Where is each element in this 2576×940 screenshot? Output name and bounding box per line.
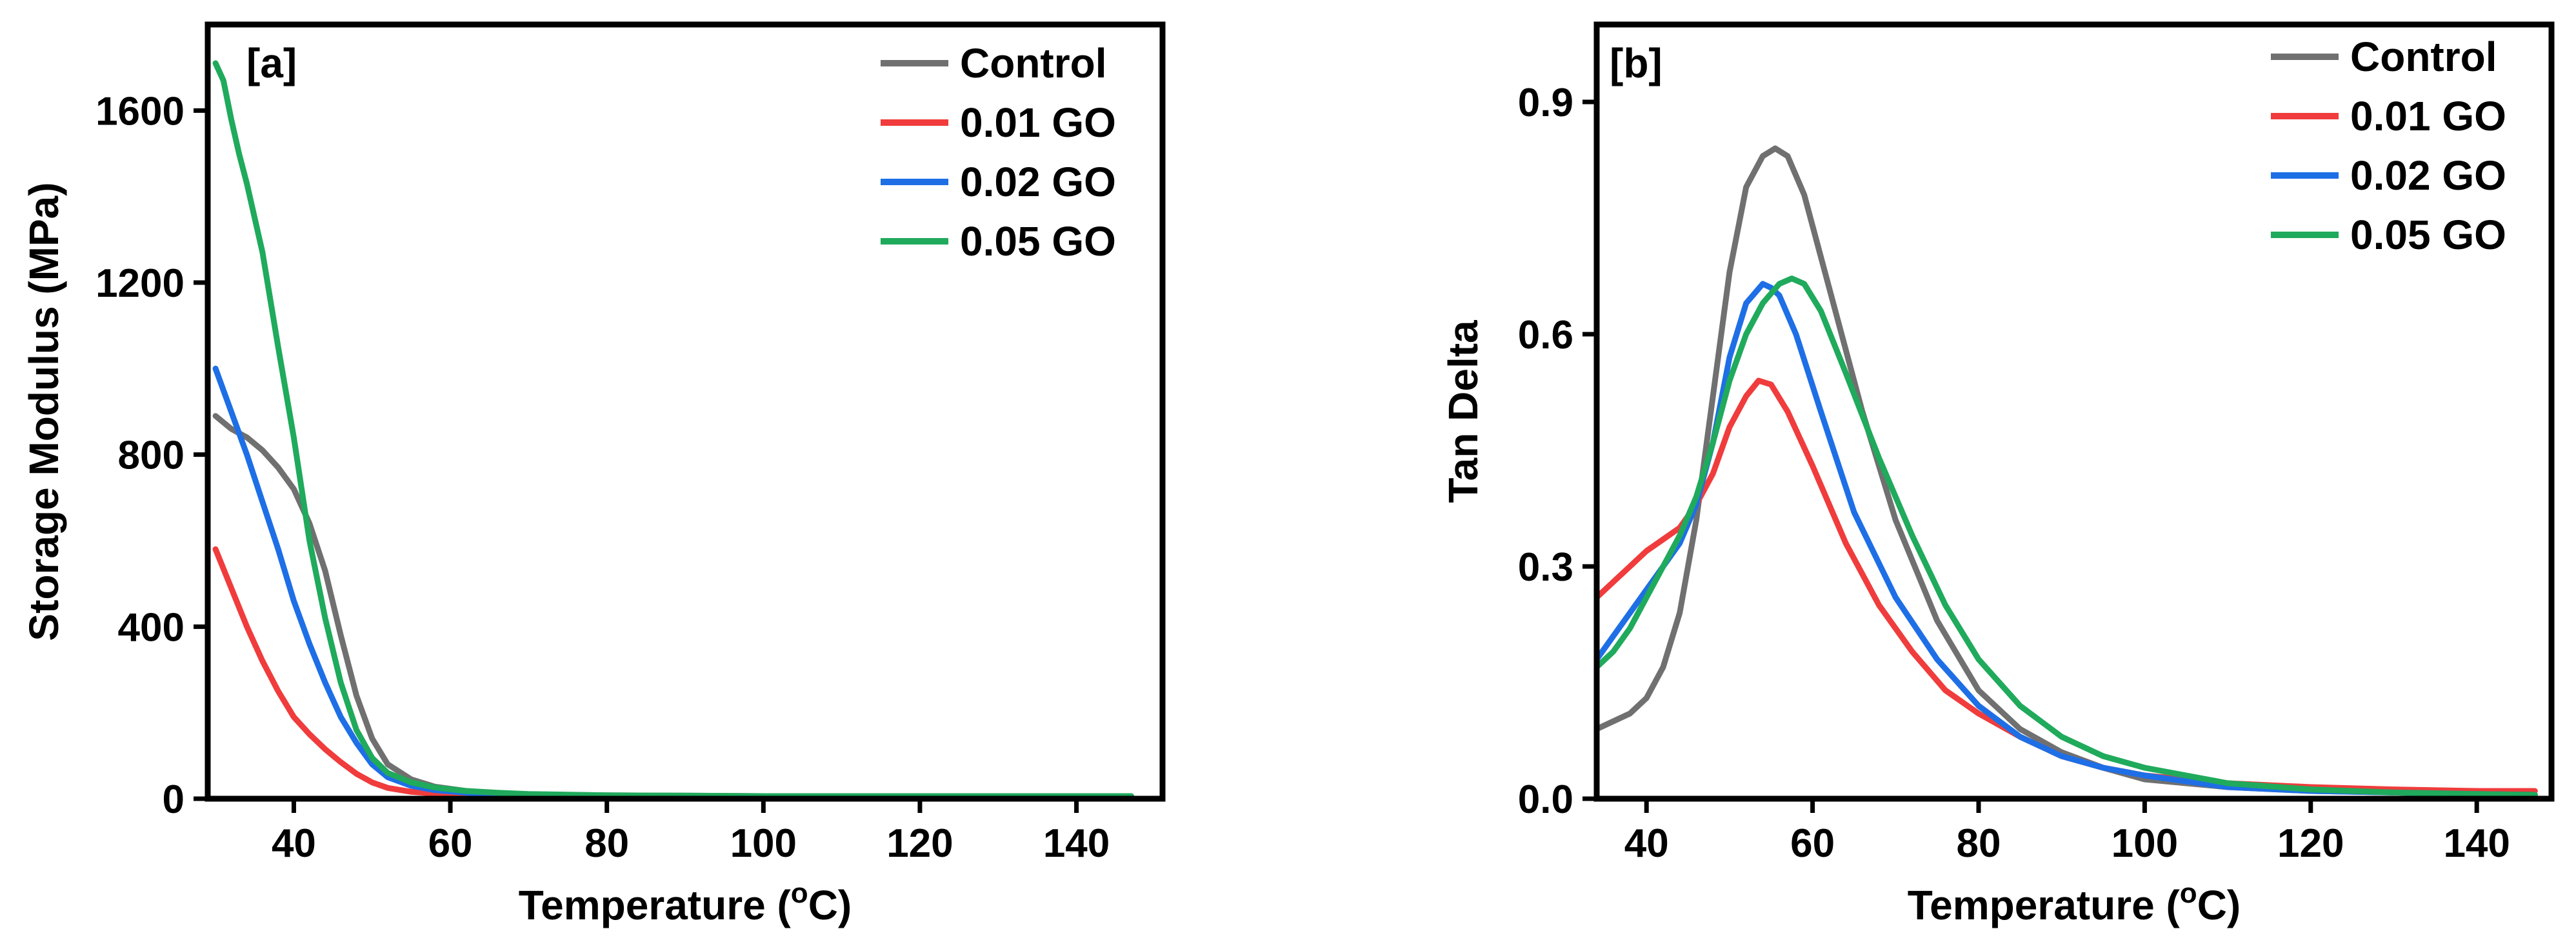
panel-a-series-line-0-02-go xyxy=(212,365,1134,799)
panel-a-x-tick-label: 100 xyxy=(730,821,797,866)
panel-b-series-line-0-05-go xyxy=(1597,275,2538,798)
panel-b-series xyxy=(1597,145,2538,798)
panel-b-label: [b] xyxy=(1610,40,1662,86)
panel-a-legend: Control 0.01 GO 0.02 GO 0.05 GO xyxy=(881,40,1116,265)
panel-b-x-tick-label: 80 xyxy=(1957,821,2001,866)
panel-b-x-tick-label: 40 xyxy=(1624,821,1669,866)
panel-a-x-tick-label: 80 xyxy=(584,821,629,866)
panel-a-plot-frame xyxy=(205,21,1166,802)
panel-a-legend-label: 0.01 GO xyxy=(960,99,1116,146)
panel-b-legend: Control 0.01 GO 0.02 GO 0.05 GO xyxy=(2271,34,2506,258)
panel-b-legend-label: 0.01 GO xyxy=(2350,93,2506,139)
panel-b-y-tick-label: 0.0 xyxy=(1518,777,1573,822)
panel-b-plot-frame xyxy=(1593,21,2555,802)
panel-a-storage-modulus: 40 60 80 100 120 140 0 400 800 1200 1600 [a] Tempe… xyxy=(21,21,1166,928)
panel-b-x-tick-label: 140 xyxy=(2443,821,2510,866)
panel-a-x-tick-label: 40 xyxy=(272,821,316,866)
panel-b-y-tick-label: 0.6 xyxy=(1518,313,1573,357)
panel-a-x-tick-label: 120 xyxy=(886,821,953,866)
panel-a-ticks: 40 60 80 100 120 140 0 400 800 1200 1600 xyxy=(95,89,1110,866)
panel-a-y-tick-label: 800 xyxy=(118,434,185,478)
panel-a-x-tick-label: 140 xyxy=(1043,821,1110,866)
panel-b-x-axis-title: Temperature (oC) xyxy=(1908,877,2241,928)
panel-a-legend-label: 0.05 GO xyxy=(960,218,1116,265)
panel-b-legend-label: 0.05 GO xyxy=(2350,212,2506,258)
panel-a-y-tick-label: 400 xyxy=(118,605,185,650)
panel-a-y-tick-label: 1200 xyxy=(95,261,185,306)
panel-b-legend-label: 0.02 GO xyxy=(2350,152,2506,199)
panel-a-y-tick-label: 0 xyxy=(163,777,185,822)
panel-a-legend-label: Control xyxy=(960,40,1107,86)
panel-b-x-tick-label: 60 xyxy=(1790,821,1835,866)
panel-a-x-tick-label: 60 xyxy=(428,821,473,866)
panel-a-legend-label: 0.02 GO xyxy=(960,159,1116,205)
panel-a-x-axis-title: Temperature (oC) xyxy=(519,877,852,928)
panel-b-ticks: 40 60 80 100 120 140 0.0 0.3 0.6 0.9 xyxy=(1518,81,2510,866)
panel-a-label: [a] xyxy=(246,40,297,86)
panel-a-y-tick-label: 1600 xyxy=(95,89,185,134)
panel-b-y-tick-label: 0.9 xyxy=(1518,81,1573,125)
panel-b-x-tick-label: 100 xyxy=(2112,821,2178,866)
panel-b-legend-label: Control xyxy=(2350,34,2497,80)
panel-b-x-tick-label: 120 xyxy=(2277,821,2344,866)
panel-b-series-line-0-01-go xyxy=(1597,377,2538,794)
panel-b-y-tick-label: 0.3 xyxy=(1518,545,1573,590)
panel-a-y-axis-title: Storage Modulus (MPa) xyxy=(21,182,67,641)
panel-b-tan-delta: 40 60 80 100 120 140 0.0 0.3 0.6 0.9 [b] Temperat… xyxy=(1440,21,2555,928)
panel-b-y-axis-title: Tan Delta xyxy=(1440,320,1486,503)
